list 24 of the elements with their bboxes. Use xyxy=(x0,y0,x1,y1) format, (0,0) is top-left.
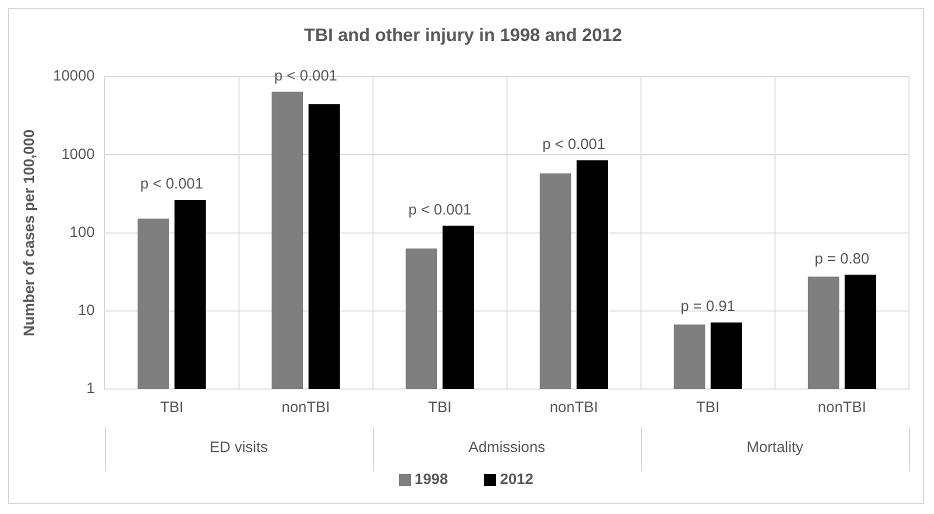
y-tick-label: 1000 xyxy=(61,146,95,163)
text: Mortality xyxy=(746,439,804,456)
y-axis-title: Number of cases per 100,000 xyxy=(21,129,38,336)
y-tick-label: 1 xyxy=(86,380,95,398)
x-tick-label: TBI xyxy=(160,399,184,416)
annotation: p < 0.001 xyxy=(408,201,472,218)
annotation: p = 0.91 xyxy=(680,298,736,316)
chart-title: TBI and other injury in 1998 and 2012 xyxy=(304,24,622,45)
y-tick-label: 10000 xyxy=(52,68,95,85)
legend-label: 2012 xyxy=(500,471,534,488)
annotation: p < 0.001 xyxy=(274,67,338,84)
x-tick-label: nonTBI xyxy=(282,399,330,416)
x-tick-label: nonTBI xyxy=(818,399,866,416)
text: Admissions xyxy=(467,439,546,456)
annotation: p < 0.001 xyxy=(542,136,606,153)
x-tick-label: nonTBI xyxy=(550,399,598,416)
legend-label: 1998 xyxy=(414,471,448,488)
annotation: p = 0.80 xyxy=(814,250,870,268)
text: ED visits xyxy=(208,439,269,456)
x-tick-label: TBI xyxy=(696,399,720,416)
annotation: p < 0.001 xyxy=(140,176,204,193)
y-tick-label: 100 xyxy=(70,224,95,241)
x-tick-label: TBI xyxy=(428,399,452,416)
y-tick-label: 10 xyxy=(78,302,95,320)
